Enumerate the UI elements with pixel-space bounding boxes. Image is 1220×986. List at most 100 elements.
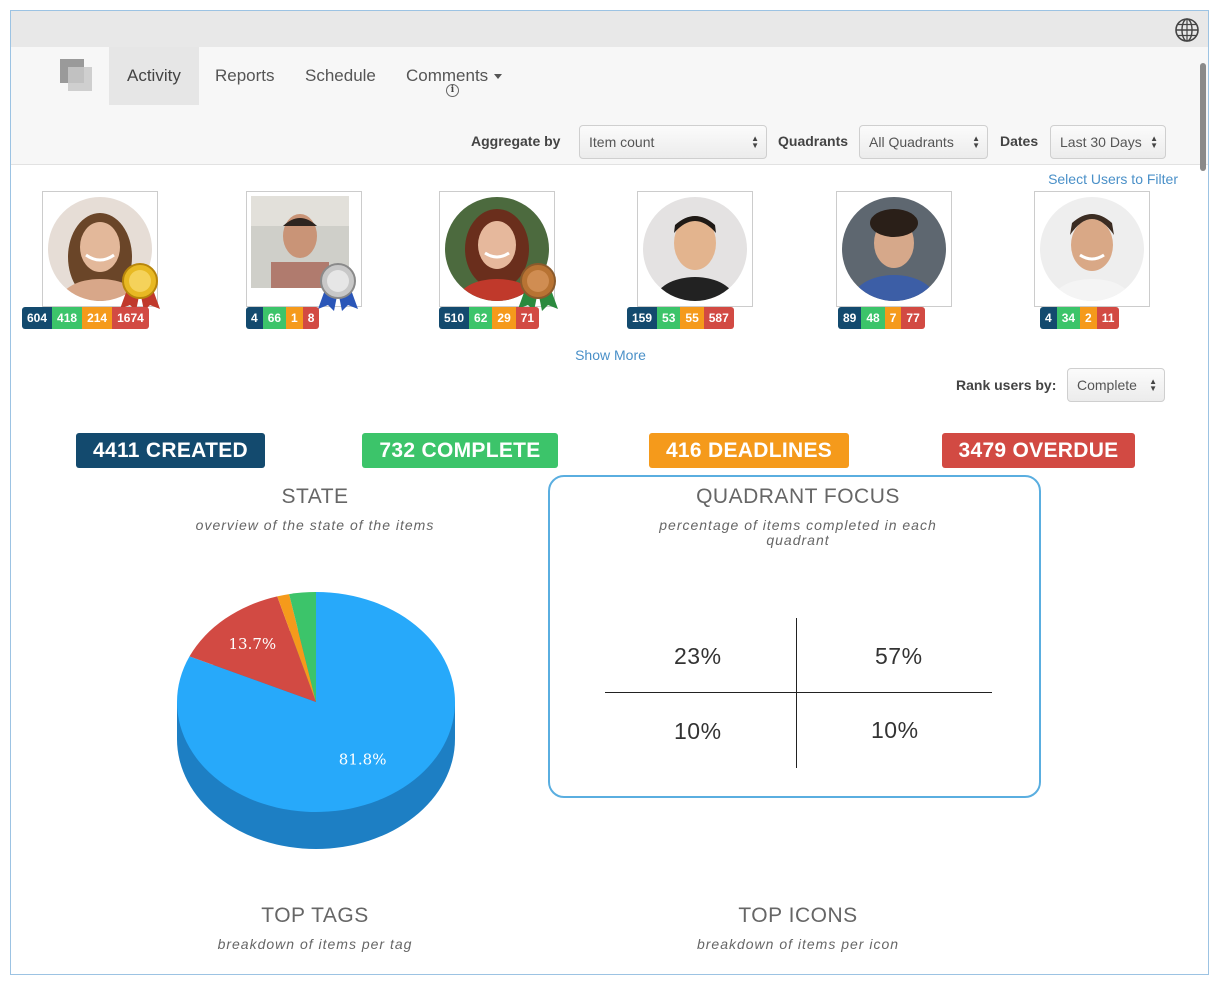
- pie-slice-label: 81.8%: [339, 750, 387, 768]
- avatar-photo: [48, 197, 152, 301]
- avatar-photo: [643, 197, 747, 301]
- stat-deadlines: 7: [884, 307, 902, 329]
- avatar[interactable]: [42, 191, 158, 307]
- aggregate-select[interactable]: Item count ▲ ▼: [579, 125, 767, 159]
- user-card[interactable]: 89 48 7 77: [836, 191, 996, 331]
- show-more-link[interactable]: Show More: [575, 347, 646, 363]
- top-tags-title: TOP TAGS: [261, 904, 369, 927]
- title-bar: [11, 11, 1208, 47]
- rank-select[interactable]: Complete ▲ ▼: [1067, 368, 1165, 402]
- select-arrows-icon: ▲ ▼: [1150, 134, 1158, 150]
- stat-deadlines: 29: [492, 307, 516, 329]
- gold-medal-icon: [120, 263, 160, 311]
- stat-complete: 62: [469, 307, 493, 329]
- avatar[interactable]: [637, 191, 753, 307]
- top-tags-subtitle: breakdown of items per tag: [217, 936, 413, 952]
- stat-created: 4: [1040, 307, 1057, 329]
- stat-created: 4: [246, 307, 263, 329]
- tab-activity[interactable]: Activity: [109, 47, 199, 105]
- stat-complete: 34: [1056, 307, 1081, 329]
- complete-badge: 732 COMPLETE: [362, 433, 558, 468]
- dates-select[interactable]: Last 30 Days ▲ ▼: [1050, 125, 1166, 159]
- rank-users-label: Rank users by:: [956, 377, 1057, 393]
- user-card[interactable]: 159 53 55 587: [627, 191, 787, 331]
- user-card[interactable]: 604 418 214 1674: [22, 191, 182, 331]
- quadrant-value: 10%: [871, 717, 919, 743]
- user-stats: 4 66 1 8: [246, 307, 320, 329]
- user-stats: 4 34 2 11: [1040, 307, 1120, 329]
- quadrant-focus-title: QUADRANT FOCUS: [696, 485, 900, 508]
- avatar-photo: [842, 197, 946, 301]
- stat-overdue: 8: [302, 307, 320, 329]
- navbar: Activity Reports Schedule Comments i Agg…: [11, 47, 1208, 165]
- quadrants-select[interactable]: All Quadrants ▲ ▼: [859, 125, 988, 159]
- stat-complete: 53: [657, 307, 681, 329]
- stat-overdue: 77: [901, 307, 925, 329]
- stat-overdue: 587: [703, 307, 734, 329]
- user-stats: 510 62 29 71: [439, 307, 540, 329]
- aggregate-label: Aggregate by: [471, 133, 561, 149]
- user-card[interactable]: 4 66 1 8: [246, 191, 406, 331]
- avatar-photo: [1040, 197, 1144, 301]
- quadrants-label: Quadrants: [778, 133, 849, 149]
- tab-reports[interactable]: Reports: [215, 66, 275, 85]
- quadrant-value: 57%: [875, 643, 923, 669]
- top-icons-title: TOP ICONS: [738, 904, 858, 927]
- bronze-medal-icon: [518, 263, 558, 311]
- chevron-down-icon: [494, 74, 503, 80]
- stat-created: 89: [838, 307, 862, 329]
- dates-label: Dates: [1000, 133, 1039, 149]
- quadrant-divider-horizontal: [605, 692, 992, 693]
- avatar[interactable]: [246, 191, 362, 307]
- stat-deadlines: 214: [82, 307, 113, 329]
- user-stats: 159 53 55 587: [627, 307, 734, 329]
- tab-comments[interactable]: Comments: [388, 47, 520, 105]
- stat-complete: 48: [861, 307, 885, 329]
- pie-slice: [289, 592, 316, 702]
- user-stats: 604 418 214 1674: [22, 307, 149, 329]
- state-subtitle: overview of the state of the items: [195, 517, 435, 533]
- stat-created: 159: [627, 307, 658, 329]
- stat-overdue: 11: [1096, 307, 1120, 329]
- select-arrows-icon: ▲ ▼: [751, 134, 759, 150]
- user-stats: 89 48 7 77: [838, 307, 925, 329]
- stat-created: 510: [439, 307, 470, 329]
- avatar[interactable]: [836, 191, 952, 307]
- globe-icon[interactable]: [1174, 17, 1200, 43]
- select-arrows-icon: ▲ ▼: [972, 134, 980, 150]
- top-icons-subtitle: breakdown of items per icon: [696, 936, 900, 952]
- info-icon[interactable]: i: [446, 84, 459, 97]
- pie-slice: [176, 592, 455, 812]
- stat-overdue: 1674: [112, 307, 149, 329]
- avatar[interactable]: [1034, 191, 1150, 307]
- overdue-badge: 3479 OVERDUE: [942, 433, 1135, 468]
- stat-overdue: 71: [515, 307, 540, 329]
- quadrant-value: 23%: [674, 643, 722, 669]
- select-arrows-icon: ▲ ▼: [1149, 377, 1157, 393]
- tab-schedule[interactable]: Schedule: [305, 66, 376, 85]
- state-pie-chart: 81.8% 13.7%: [176, 592, 455, 849]
- quadrant-focus-panel: [548, 475, 1041, 798]
- pie-slice-label: 13.7%: [229, 635, 277, 653]
- select-users-link[interactable]: Select Users to Filter: [1048, 171, 1178, 187]
- user-card[interactable]: 4 34 2 11: [1034, 191, 1194, 331]
- quadrant-focus-subtitle: percentage of items completed in each qua…: [659, 517, 937, 548]
- pie-slice: [189, 596, 316, 702]
- state-title: STATE: [281, 485, 349, 508]
- stat-deadlines: 1: [286, 307, 303, 329]
- stat-complete: 66: [262, 307, 287, 329]
- stat-deadlines: 55: [680, 307, 704, 329]
- stat-created: 604: [22, 307, 53, 329]
- stat-deadlines: 2: [1080, 307, 1097, 329]
- quadrant-value: 10%: [674, 718, 722, 744]
- quadrant-divider-vertical: [796, 618, 797, 768]
- created-badge: 4411 CREATED: [76, 433, 265, 468]
- stat-complete: 418: [52, 307, 83, 329]
- pie-slice: [277, 594, 316, 702]
- scrollbar[interactable]: [1200, 63, 1206, 171]
- silver-medal-icon: [318, 263, 358, 311]
- app-logo[interactable]: [60, 59, 94, 93]
- user-card[interactable]: 510 62 29 71: [439, 191, 599, 331]
- deadlines-badge: 416 DEADLINES: [649, 433, 849, 468]
- app-window: Activity Reports Schedule Comments i Agg…: [10, 10, 1209, 975]
